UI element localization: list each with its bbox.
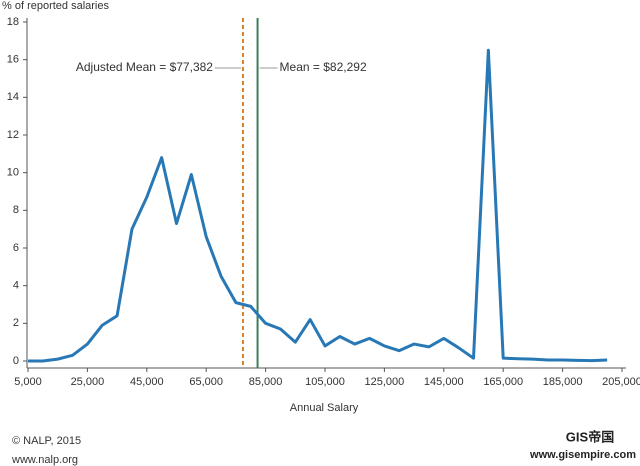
y-tick-label: 18	[7, 16, 19, 28]
footer-copyright: © NALP, 2015	[12, 435, 81, 447]
y-tick-label: 16	[7, 54, 19, 66]
y-tick-label: 10	[7, 167, 19, 179]
x-tick-label: 25,000	[71, 376, 105, 388]
x-tick-label: 105,000	[305, 376, 345, 388]
x-tick-label: 85,000	[249, 376, 283, 388]
watermark-logo: GIS帝国	[566, 429, 614, 444]
y-tick-label: 6	[13, 242, 19, 254]
y-tick-label: 14	[7, 91, 19, 103]
mean-label: Adjusted Mean = $77,382	[76, 60, 213, 74]
y-tick-label: 4	[13, 280, 19, 292]
watermark-url: www.gisempire.com	[529, 449, 636, 461]
x-tick-label: 5,000	[14, 376, 42, 388]
x-tick-label: 185,000	[543, 376, 583, 388]
y-tick-label: 0	[13, 355, 19, 367]
footer-website: www.nalp.org	[11, 454, 78, 466]
data-line	[28, 48, 608, 363]
mean-label: Mean = $82,292	[280, 60, 367, 74]
x-tick-label: 205,000	[602, 376, 640, 388]
y-tick-label: 2	[13, 317, 19, 329]
x-tick-label: 145,000	[424, 376, 464, 388]
x-tick-label: 165,000	[483, 376, 523, 388]
x-axis-label: Annual Salary	[290, 402, 359, 414]
x-tick-label: 125,000	[365, 376, 405, 388]
y-tick-label: 12	[7, 129, 19, 141]
y-axis-label: % of reported salaries	[2, 0, 109, 12]
x-tick-label: 45,000	[130, 376, 164, 388]
x-tick-label: 65,000	[189, 376, 223, 388]
y-tick-label: 8	[13, 204, 19, 216]
